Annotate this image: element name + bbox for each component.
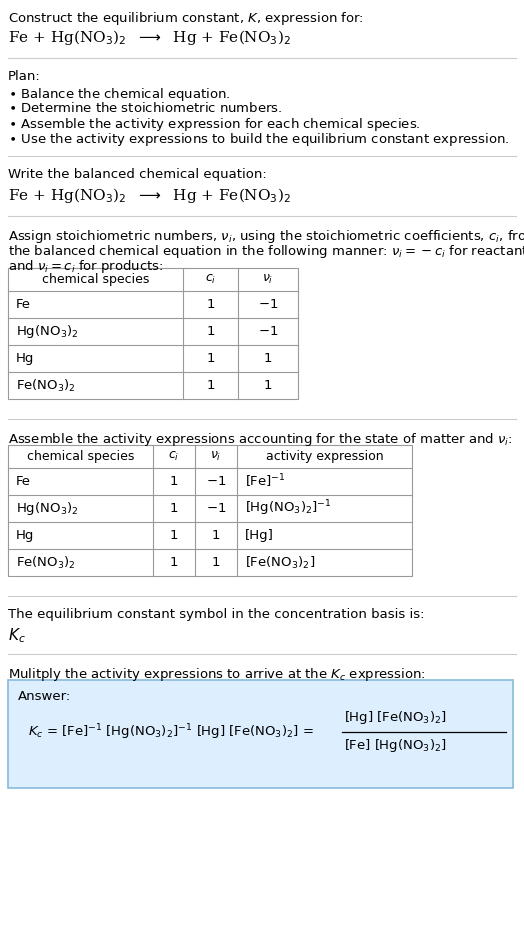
- Text: 1: 1: [206, 298, 215, 311]
- Text: Plan:: Plan:: [8, 70, 41, 83]
- Text: Fe: Fe: [16, 298, 31, 311]
- Text: activity expression: activity expression: [266, 450, 384, 463]
- Text: the balanced chemical equation in the following manner: $\nu_i = -c_i$ for react: the balanced chemical equation in the fo…: [8, 243, 524, 260]
- Text: Write the balanced chemical equation:: Write the balanced chemical equation:: [8, 168, 267, 181]
- Text: 1: 1: [170, 475, 178, 488]
- Text: 1: 1: [206, 325, 215, 338]
- Text: $\bullet$ Assemble the activity expression for each chemical species.: $\bullet$ Assemble the activity expressi…: [8, 116, 421, 133]
- Text: [Fe] [Hg(NO$_3$)$_2$]: [Fe] [Hg(NO$_3$)$_2$]: [344, 737, 447, 754]
- Text: [Hg]: [Hg]: [245, 529, 274, 542]
- Text: $\bullet$ Use the activity expressions to build the equilibrium constant express: $\bullet$ Use the activity expressions t…: [8, 131, 509, 148]
- Text: $\bullet$ Balance the chemical equation.: $\bullet$ Balance the chemical equation.: [8, 86, 231, 103]
- Text: Fe(NO$_3$)$_2$: Fe(NO$_3$)$_2$: [16, 378, 76, 394]
- Text: [Fe(NO$_3$)$_2$]: [Fe(NO$_3$)$_2$]: [245, 554, 315, 570]
- Text: Answer:: Answer:: [18, 690, 71, 703]
- Text: [Hg(NO$_3$)$_2$]$^{-1}$: [Hg(NO$_3$)$_2$]$^{-1}$: [245, 499, 332, 518]
- Text: chemical species: chemical species: [27, 450, 134, 463]
- Text: Hg(NO$_3$)$_2$: Hg(NO$_3$)$_2$: [16, 500, 79, 517]
- Text: Fe: Fe: [16, 475, 31, 488]
- Text: 1: 1: [212, 529, 220, 542]
- Text: Fe(NO$_3$)$_2$: Fe(NO$_3$)$_2$: [16, 554, 76, 570]
- Text: $-1$: $-1$: [206, 475, 226, 488]
- Text: $-1$: $-1$: [258, 325, 278, 338]
- Text: Hg: Hg: [16, 529, 35, 542]
- Text: [Fe]$^{-1}$: [Fe]$^{-1}$: [245, 473, 286, 491]
- Text: 1: 1: [264, 379, 272, 392]
- Text: 1: 1: [212, 556, 220, 569]
- Text: $\nu_i$: $\nu_i$: [210, 450, 222, 463]
- Text: $\nu_i$: $\nu_i$: [263, 273, 274, 286]
- Text: 1: 1: [170, 502, 178, 515]
- Text: and $\nu_i = c_i$ for products:: and $\nu_i = c_i$ for products:: [8, 258, 163, 275]
- Bar: [8, 268, 298, 399]
- Text: $\bullet$ Determine the stoichiometric numbers.: $\bullet$ Determine the stoichiometric n…: [8, 101, 282, 115]
- Text: 1: 1: [264, 352, 272, 365]
- Text: Assemble the activity expressions accounting for the state of matter and $\nu_i$: Assemble the activity expressions accoun…: [8, 431, 512, 448]
- Text: Mulitply the activity expressions to arrive at the $K_c$ expression:: Mulitply the activity expressions to arr…: [8, 666, 426, 683]
- Text: Hg: Hg: [16, 352, 35, 365]
- Text: $c_i$: $c_i$: [205, 273, 216, 286]
- Text: $-1$: $-1$: [206, 502, 226, 515]
- Text: 1: 1: [170, 529, 178, 542]
- Text: Fe + Hg(NO$_3$)$_2$  $\longrightarrow$  Hg + Fe(NO$_3$)$_2$: Fe + Hg(NO$_3$)$_2$ $\longrightarrow$ Hg…: [8, 28, 291, 47]
- Text: The equilibrium constant symbol in the concentration basis is:: The equilibrium constant symbol in the c…: [8, 608, 424, 621]
- Text: $c_i$: $c_i$: [168, 450, 180, 463]
- Text: Hg(NO$_3$)$_2$: Hg(NO$_3$)$_2$: [16, 323, 79, 340]
- Text: [Hg] [Fe(NO$_3$)$_2$]: [Hg] [Fe(NO$_3$)$_2$]: [344, 710, 447, 727]
- Text: Construct the equilibrium constant, $K$, expression for:: Construct the equilibrium constant, $K$,…: [8, 10, 364, 27]
- Text: 1: 1: [206, 379, 215, 392]
- Text: $-1$: $-1$: [258, 298, 278, 311]
- Text: $K_c$: $K_c$: [8, 626, 26, 644]
- Text: chemical species: chemical species: [42, 273, 149, 286]
- Text: 1: 1: [206, 352, 215, 365]
- Text: 1: 1: [170, 556, 178, 569]
- Bar: [8, 680, 513, 788]
- Text: Fe + Hg(NO$_3$)$_2$  $\longrightarrow$  Hg + Fe(NO$_3$)$_2$: Fe + Hg(NO$_3$)$_2$ $\longrightarrow$ Hg…: [8, 186, 291, 205]
- Text: $K_c$ = [Fe]$^{-1}$ [Hg(NO$_3$)$_2$]$^{-1}$ [Hg] [Fe(NO$_3$)$_2$] =: $K_c$ = [Fe]$^{-1}$ [Hg(NO$_3$)$_2$]$^{-…: [28, 722, 314, 742]
- Bar: [8, 445, 412, 576]
- Text: Assign stoichiometric numbers, $\nu_i$, using the stoichiometric coefficients, $: Assign stoichiometric numbers, $\nu_i$, …: [8, 228, 524, 245]
